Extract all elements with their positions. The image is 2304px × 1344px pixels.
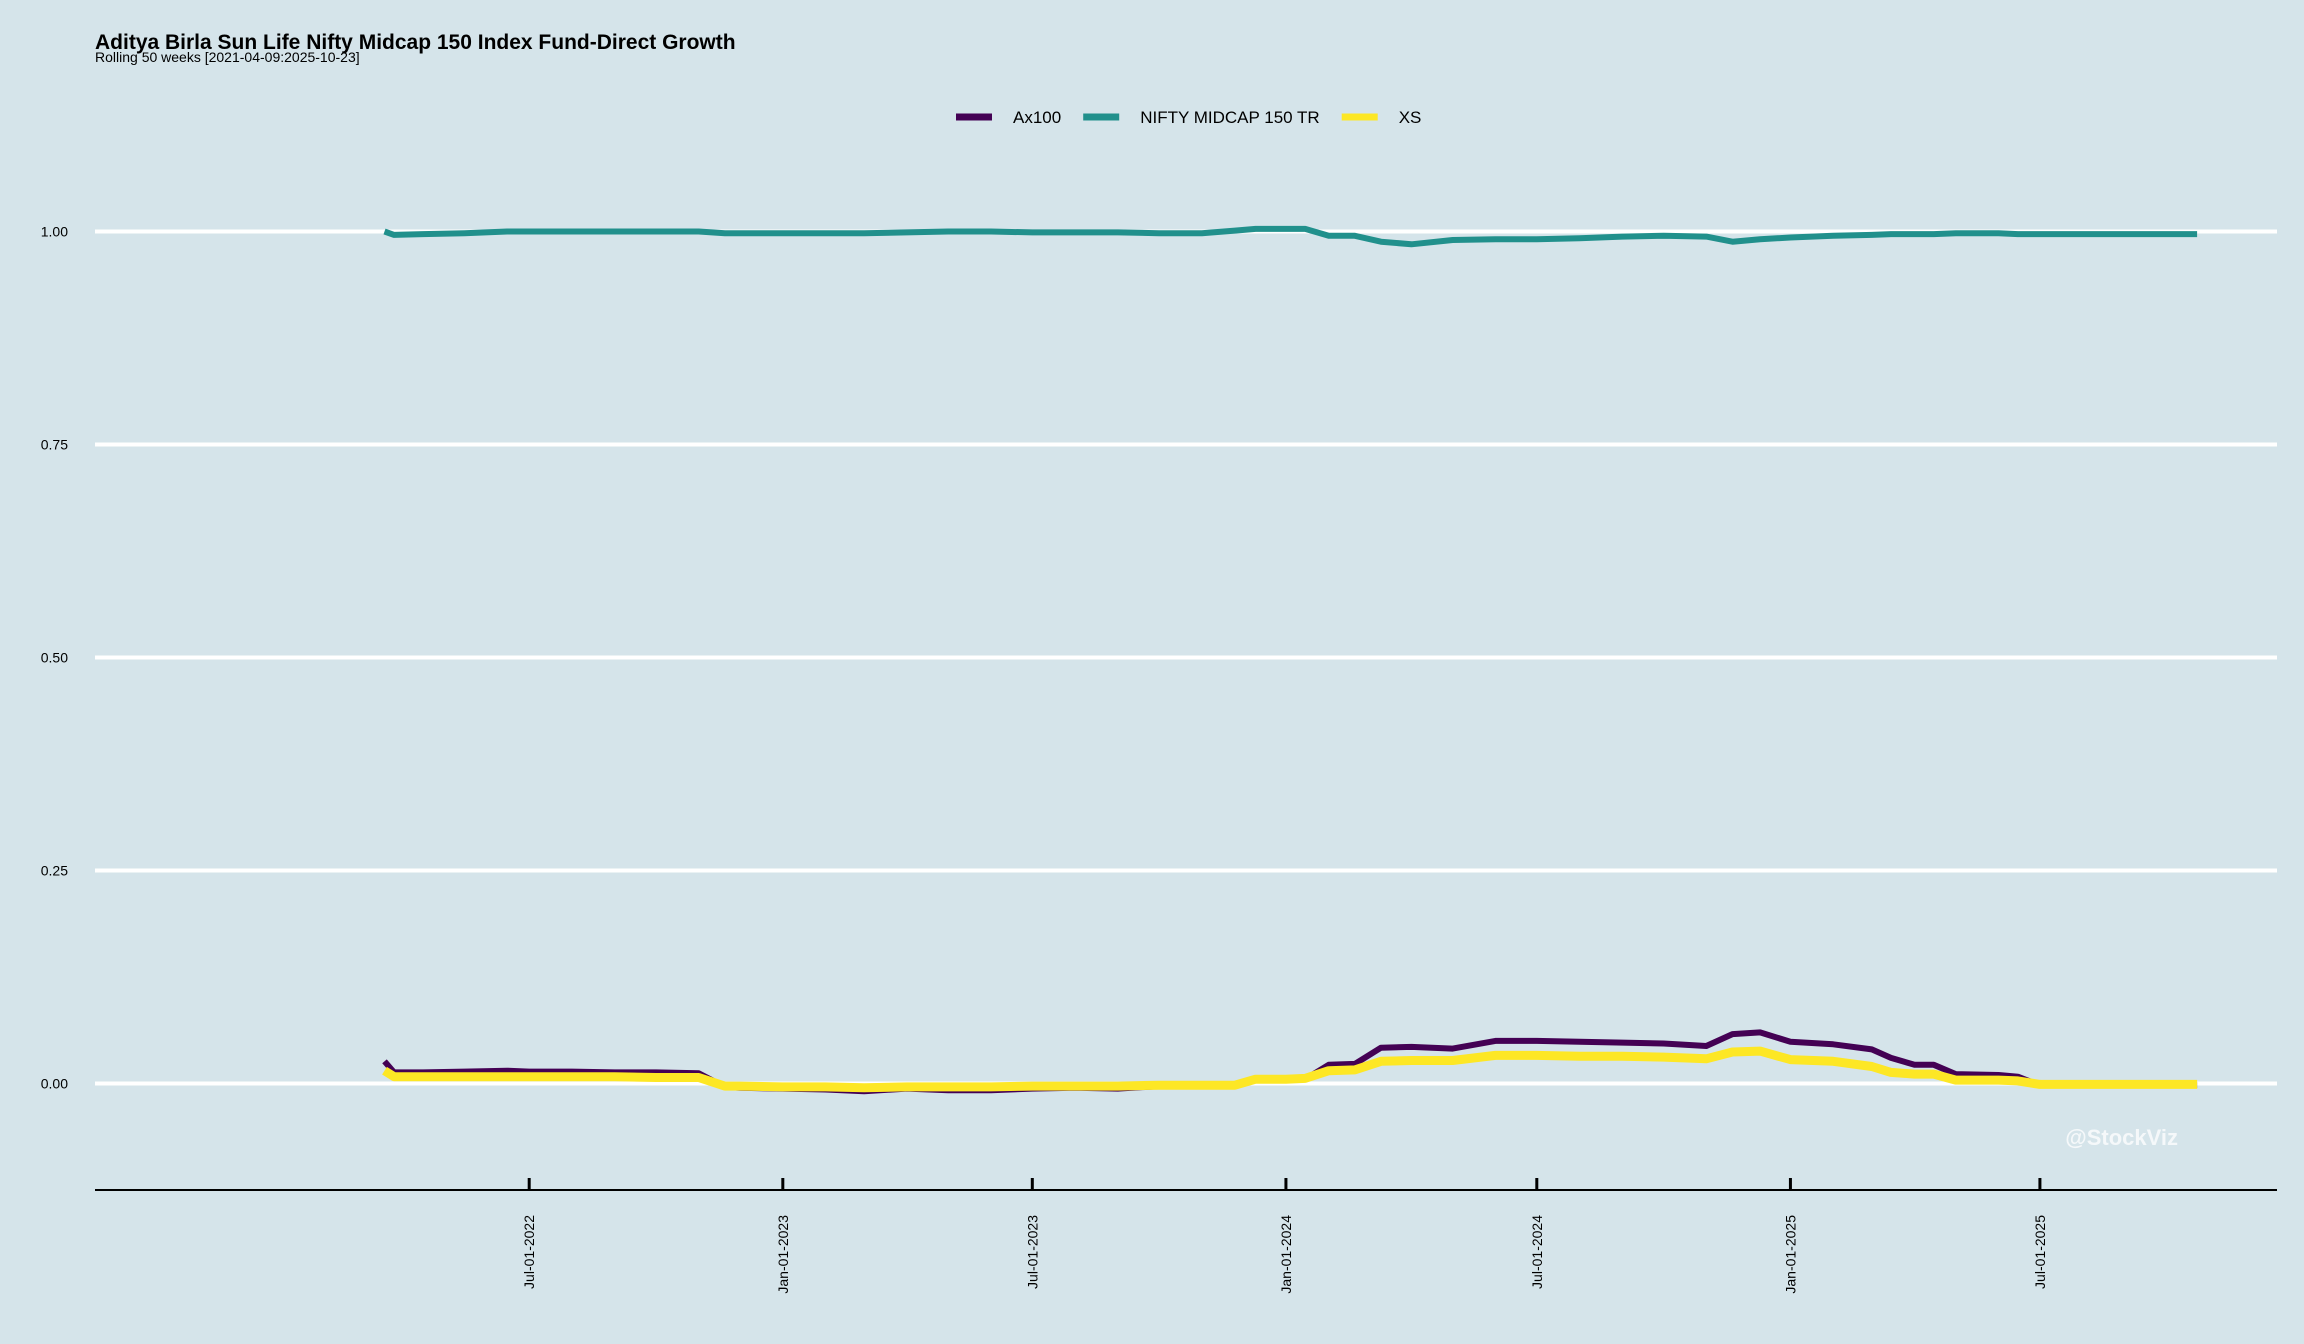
y-tick-label: 0.25 bbox=[41, 863, 68, 879]
x-tick-label: Jan-01-2023 bbox=[775, 1215, 791, 1294]
legend-label: Ax100 bbox=[1013, 108, 1061, 127]
legend-item: Ax100 bbox=[956, 108, 1061, 127]
legend-item: NIFTY MIDCAP 150 TR bbox=[1083, 108, 1320, 127]
y-tick-label: 0.00 bbox=[41, 1076, 68, 1092]
series-line-nifty-midcap-150-tr bbox=[383, 225, 2198, 248]
series-lines bbox=[382, 225, 2198, 1095]
x-tick-label: Jul-01-2025 bbox=[2032, 1215, 2048, 1289]
chart-title: Aditya Birla Sun Life Nifty Midcap 150 I… bbox=[95, 31, 736, 54]
y-tick-label: 1.00 bbox=[41, 224, 68, 240]
x-tick-label: Jul-01-2023 bbox=[1024, 1215, 1040, 1289]
x-tick-label: Jan-01-2025 bbox=[1782, 1215, 1798, 1294]
y-tick-label: 0.75 bbox=[41, 437, 68, 453]
x-axis: Jul-01-2022 Jan-01-2023 Jul-01-2023 Jan-01-… bbox=[95, 1178, 2277, 1294]
legend-label: XS bbox=[1399, 108, 1422, 127]
y-tick-label: 0.50 bbox=[41, 650, 68, 666]
legend-label: NIFTY MIDCAP 150 TR bbox=[1140, 108, 1320, 127]
watermark: @StockViz bbox=[2065, 1125, 2178, 1150]
chart-subtitle: Rolling 50 weeks [2021-04-09:2025-10-23] bbox=[95, 49, 360, 65]
x-tick-label: Jan-01-2024 bbox=[1278, 1215, 1294, 1294]
gridlines bbox=[95, 229, 2277, 1086]
series-line-xs bbox=[382, 1046, 2198, 1093]
legend-item: XS bbox=[1341, 108, 1422, 127]
legend: Ax100 NIFTY MIDCAP 150 TR XS bbox=[956, 108, 1421, 127]
x-tick-label: Jul-01-2022 bbox=[521, 1215, 537, 1289]
y-axis-tick-labels: 0.00 0.25 0.50 0.75 1.00 bbox=[41, 224, 68, 1092]
x-tick-label: Jul-01-2024 bbox=[1529, 1215, 1545, 1289]
